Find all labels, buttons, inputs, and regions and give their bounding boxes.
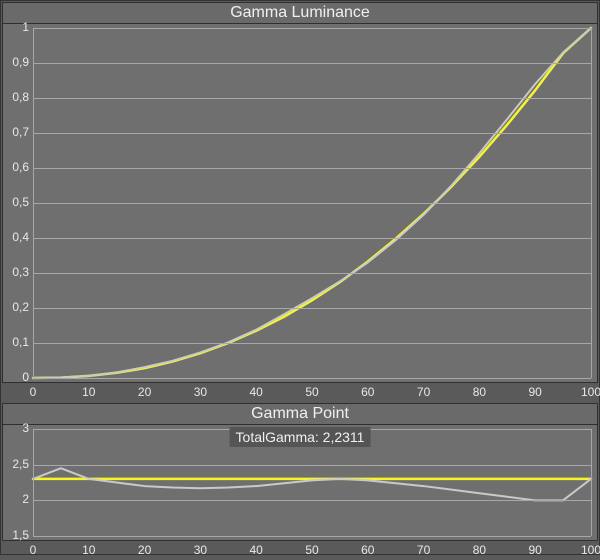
y-tick-label: 0,9 bbox=[12, 55, 29, 69]
y-tick-label: 0,1 bbox=[12, 335, 29, 349]
gamma-point-plot: TotalGamma: 2,2311 1,522,53 bbox=[3, 425, 597, 540]
x-tick-label: 30 bbox=[188, 385, 212, 399]
total-gamma-label: TotalGamma: bbox=[236, 429, 319, 445]
grid-line-h bbox=[33, 465, 591, 466]
y-tick-label: 1,5 bbox=[12, 528, 29, 542]
x-tick-label: 80 bbox=[467, 385, 491, 399]
grid-line-h bbox=[33, 343, 591, 344]
gamma-point-title: Gamma Point bbox=[3, 404, 597, 425]
grid-line-h bbox=[33, 500, 591, 501]
gamma-luminance-title: Gamma Luminance bbox=[3, 3, 597, 24]
grid-line-h bbox=[33, 133, 591, 134]
grid-line-v bbox=[591, 28, 592, 378]
x-tick-label: 40 bbox=[244, 385, 268, 399]
x-tick-label: 20 bbox=[133, 385, 157, 399]
gamma-point-xaxis: 0102030405060708090100 bbox=[1, 542, 599, 560]
gamma-luminance-plot: 00,10,20,30,40,50,60,70,80,91 bbox=[3, 24, 597, 382]
grid-line-h bbox=[33, 378, 591, 379]
y-tick-label: 0,4 bbox=[12, 230, 29, 244]
gamma-point-panel: Gamma Point TotalGamma: 2,2311 1,5 2 2,5 3 bbox=[2, 403, 598, 541]
x-tick-label: 100 bbox=[579, 385, 600, 399]
y-tick-label: 0,3 bbox=[12, 265, 29, 279]
x-tick-label: 0 bbox=[21, 385, 45, 399]
gamma-luminance-panel: Gamma Luminance 0 0,1 0,2 0,3 0,4 0,5 0,6 0,7 0,… bbox=[2, 2, 598, 383]
y-tick-label: 0,5 bbox=[12, 195, 29, 209]
x-tick-label: 70 bbox=[412, 385, 436, 399]
grid-line-h bbox=[33, 98, 591, 99]
total-gamma-readout: TotalGamma: 2,2311 bbox=[230, 427, 371, 447]
grid-line-v bbox=[33, 28, 34, 378]
grid-line-h bbox=[33, 63, 591, 64]
y-tick-label: 0,8 bbox=[12, 90, 29, 104]
grid-line-h bbox=[33, 28, 591, 29]
grid-line-h bbox=[33, 203, 591, 204]
grid-line-h bbox=[33, 273, 591, 274]
grid-line-h bbox=[33, 168, 591, 169]
grid-line-h bbox=[33, 238, 591, 239]
y-tick-label: 0 bbox=[22, 370, 29, 384]
total-gamma-value: 2,2311 bbox=[323, 429, 365, 445]
x-tick-label: 50 bbox=[300, 385, 324, 399]
grid-line-h bbox=[33, 536, 591, 537]
grid-line-v bbox=[591, 429, 592, 536]
gamma-luminance-xaxis: 0 10 20 30 40 50 60 70 80 90 100 bbox=[1, 384, 599, 402]
y-tick-label: 0,7 bbox=[12, 125, 29, 139]
x-tick-label: 10 bbox=[77, 385, 101, 399]
x-tick-label: 60 bbox=[356, 385, 380, 399]
grid-line-v bbox=[33, 429, 34, 536]
y-tick-label: 1 bbox=[22, 20, 29, 34]
y-tick-label: 2 bbox=[22, 492, 29, 506]
y-tick-label: 2,5 bbox=[12, 457, 29, 471]
grid-line-h bbox=[33, 308, 591, 309]
y-tick-label: 0,2 bbox=[12, 300, 29, 314]
y-tick-label: 3 bbox=[22, 421, 29, 435]
y-tick-label: 0,6 bbox=[12, 160, 29, 174]
series-measured bbox=[33, 468, 591, 500]
x-tick-label: 90 bbox=[523, 385, 547, 399]
